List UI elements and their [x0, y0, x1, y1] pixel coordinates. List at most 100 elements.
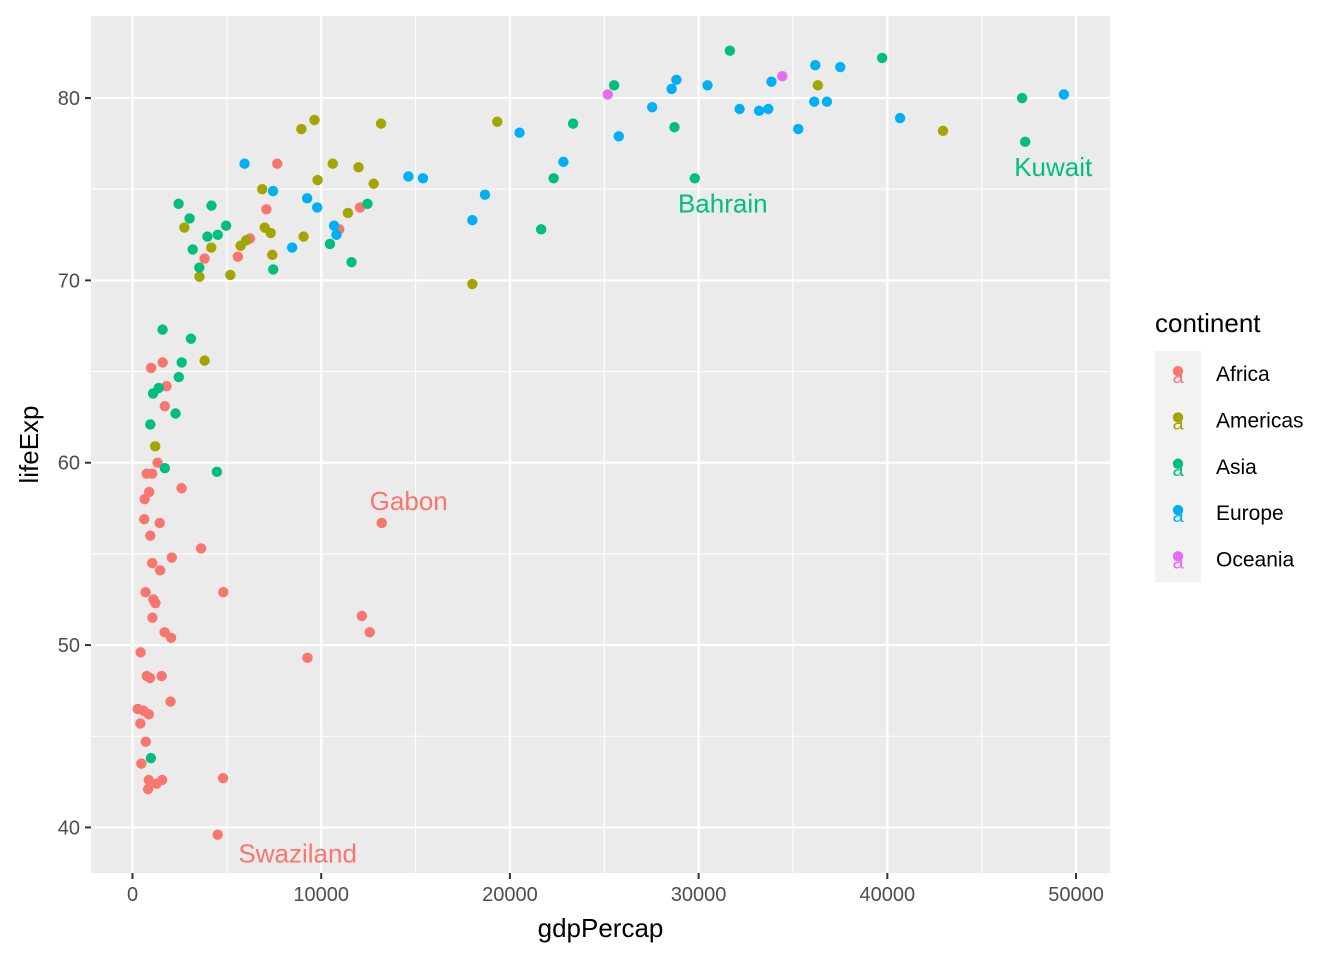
data-point-americas	[312, 174, 323, 186]
data-point-europe	[766, 76, 777, 87]
data-point-asia	[362, 198, 373, 210]
data-point-americas	[257, 184, 268, 195]
legend-key-point	[1172, 551, 1184, 562]
data-point-americas	[206, 242, 217, 253]
data-point-europe	[753, 105, 765, 117]
data-point-asia	[170, 408, 181, 419]
point-annotations: Kuwait Bahrain Gabon Swaziland	[238, 152, 1093, 869]
data-point-asia	[159, 463, 171, 474]
data-point-asia	[724, 45, 736, 56]
data-point-europe	[514, 127, 525, 138]
x-tick-label: 30000	[671, 884, 727, 906]
data-point-asia	[1020, 136, 1031, 148]
data-point-africa	[154, 565, 166, 576]
legend-label-americas: Americas	[1216, 409, 1304, 432]
data-point-africa	[144, 672, 156, 684]
x-axis: 0 10000 20000 30000 40000 50000	[127, 873, 1104, 906]
data-point-europe	[763, 103, 774, 115]
legend-key-glyph: a	[1172, 505, 1184, 527]
data-point-asia	[173, 198, 184, 210]
data-point-americas	[812, 80, 824, 91]
data-point-europe	[734, 103, 745, 115]
data-point-europe	[558, 156, 569, 168]
data-point-americas	[368, 178, 379, 189]
data-point-asia	[206, 200, 217, 211]
data-point-americas	[235, 240, 246, 251]
legend-label-europe: Europe	[1216, 502, 1284, 525]
data-point-europe	[821, 96, 833, 107]
data-point-asia	[194, 262, 205, 273]
data-point-africa	[152, 457, 163, 468]
data-point-africa	[161, 380, 172, 392]
legend: continent a Africa a Americas a Asia a Europe a O…	[1155, 308, 1304, 583]
y-tick-label: 40	[58, 817, 80, 839]
data-point-africa	[143, 709, 154, 720]
legend-key-point	[1172, 412, 1184, 423]
data-point-asia	[567, 118, 579, 129]
data-point-europe	[835, 61, 846, 73]
data-point-africa	[142, 783, 154, 795]
legend-key-glyph: a	[1172, 459, 1184, 481]
x-tick-label: 0	[127, 884, 138, 906]
data-point-africa	[139, 514, 150, 525]
data-point-asia	[173, 371, 184, 383]
data-point-asia	[548, 173, 559, 184]
data-point-asia	[669, 122, 680, 133]
data-point-asia	[185, 333, 197, 344]
data-point-asia	[145, 752, 157, 764]
data-point-asia	[268, 264, 279, 275]
data-point-americas	[327, 158, 338, 169]
data-point-africa	[176, 483, 187, 494]
data-point-europe	[666, 83, 677, 95]
data-point-africa	[302, 652, 313, 664]
data-point-africa	[140, 736, 152, 747]
data-point-europe	[894, 112, 906, 124]
data-point-americas	[194, 271, 205, 282]
data-point-europe	[671, 74, 682, 86]
data-point-americas	[199, 355, 210, 366]
data-point-africa	[376, 517, 387, 529]
data-point-europe	[417, 173, 429, 184]
data-point-europe	[702, 80, 713, 91]
data-point-asia	[324, 238, 336, 250]
data-point-oceania	[602, 89, 613, 100]
data-point-asia	[145, 419, 156, 430]
data-point-africa	[212, 829, 223, 840]
data-point-africa	[154, 517, 165, 529]
data-point-asia	[346, 256, 357, 268]
legend-key-point	[1172, 504, 1184, 516]
minor-gridlines	[91, 16, 1110, 873]
data-point-asia	[220, 220, 232, 231]
annotation-label: Swaziland	[238, 839, 357, 869]
annotation-label: Gabon	[370, 486, 448, 516]
y-tick-label: 60	[58, 453, 80, 475]
data-point-europe	[1058, 89, 1070, 100]
data-point-africa	[232, 251, 244, 262]
legend-key-glyph: a	[1172, 412, 1184, 434]
data-point-europe	[267, 185, 279, 197]
data-point-americas	[149, 441, 161, 452]
data-point-asia	[176, 357, 187, 368]
data-point-europe	[286, 242, 298, 253]
data-point-americas	[298, 231, 309, 242]
data-point-europe	[301, 193, 313, 204]
data-point-europe	[809, 96, 820, 107]
legend-key-glyph: a	[1172, 551, 1184, 573]
data-point-europe	[613, 131, 624, 142]
data-point-europe	[793, 123, 804, 135]
data-point-asia	[535, 224, 547, 235]
data-point-africa	[135, 718, 146, 729]
data-point-asia	[876, 52, 888, 64]
legend-key-glyph: a	[1172, 366, 1184, 388]
data-point-asia	[212, 229, 223, 241]
data-point-americas	[353, 162, 364, 173]
data-point-americas	[225, 269, 236, 281]
annotation-label: Kuwait	[1014, 152, 1093, 182]
data-point-africa	[151, 778, 162, 789]
y-tick-label: 50	[58, 635, 80, 657]
data-point-americas	[309, 114, 320, 126]
data-point-africa	[217, 772, 229, 784]
data-point-americas	[179, 222, 190, 233]
data-point-africa	[159, 401, 171, 412]
